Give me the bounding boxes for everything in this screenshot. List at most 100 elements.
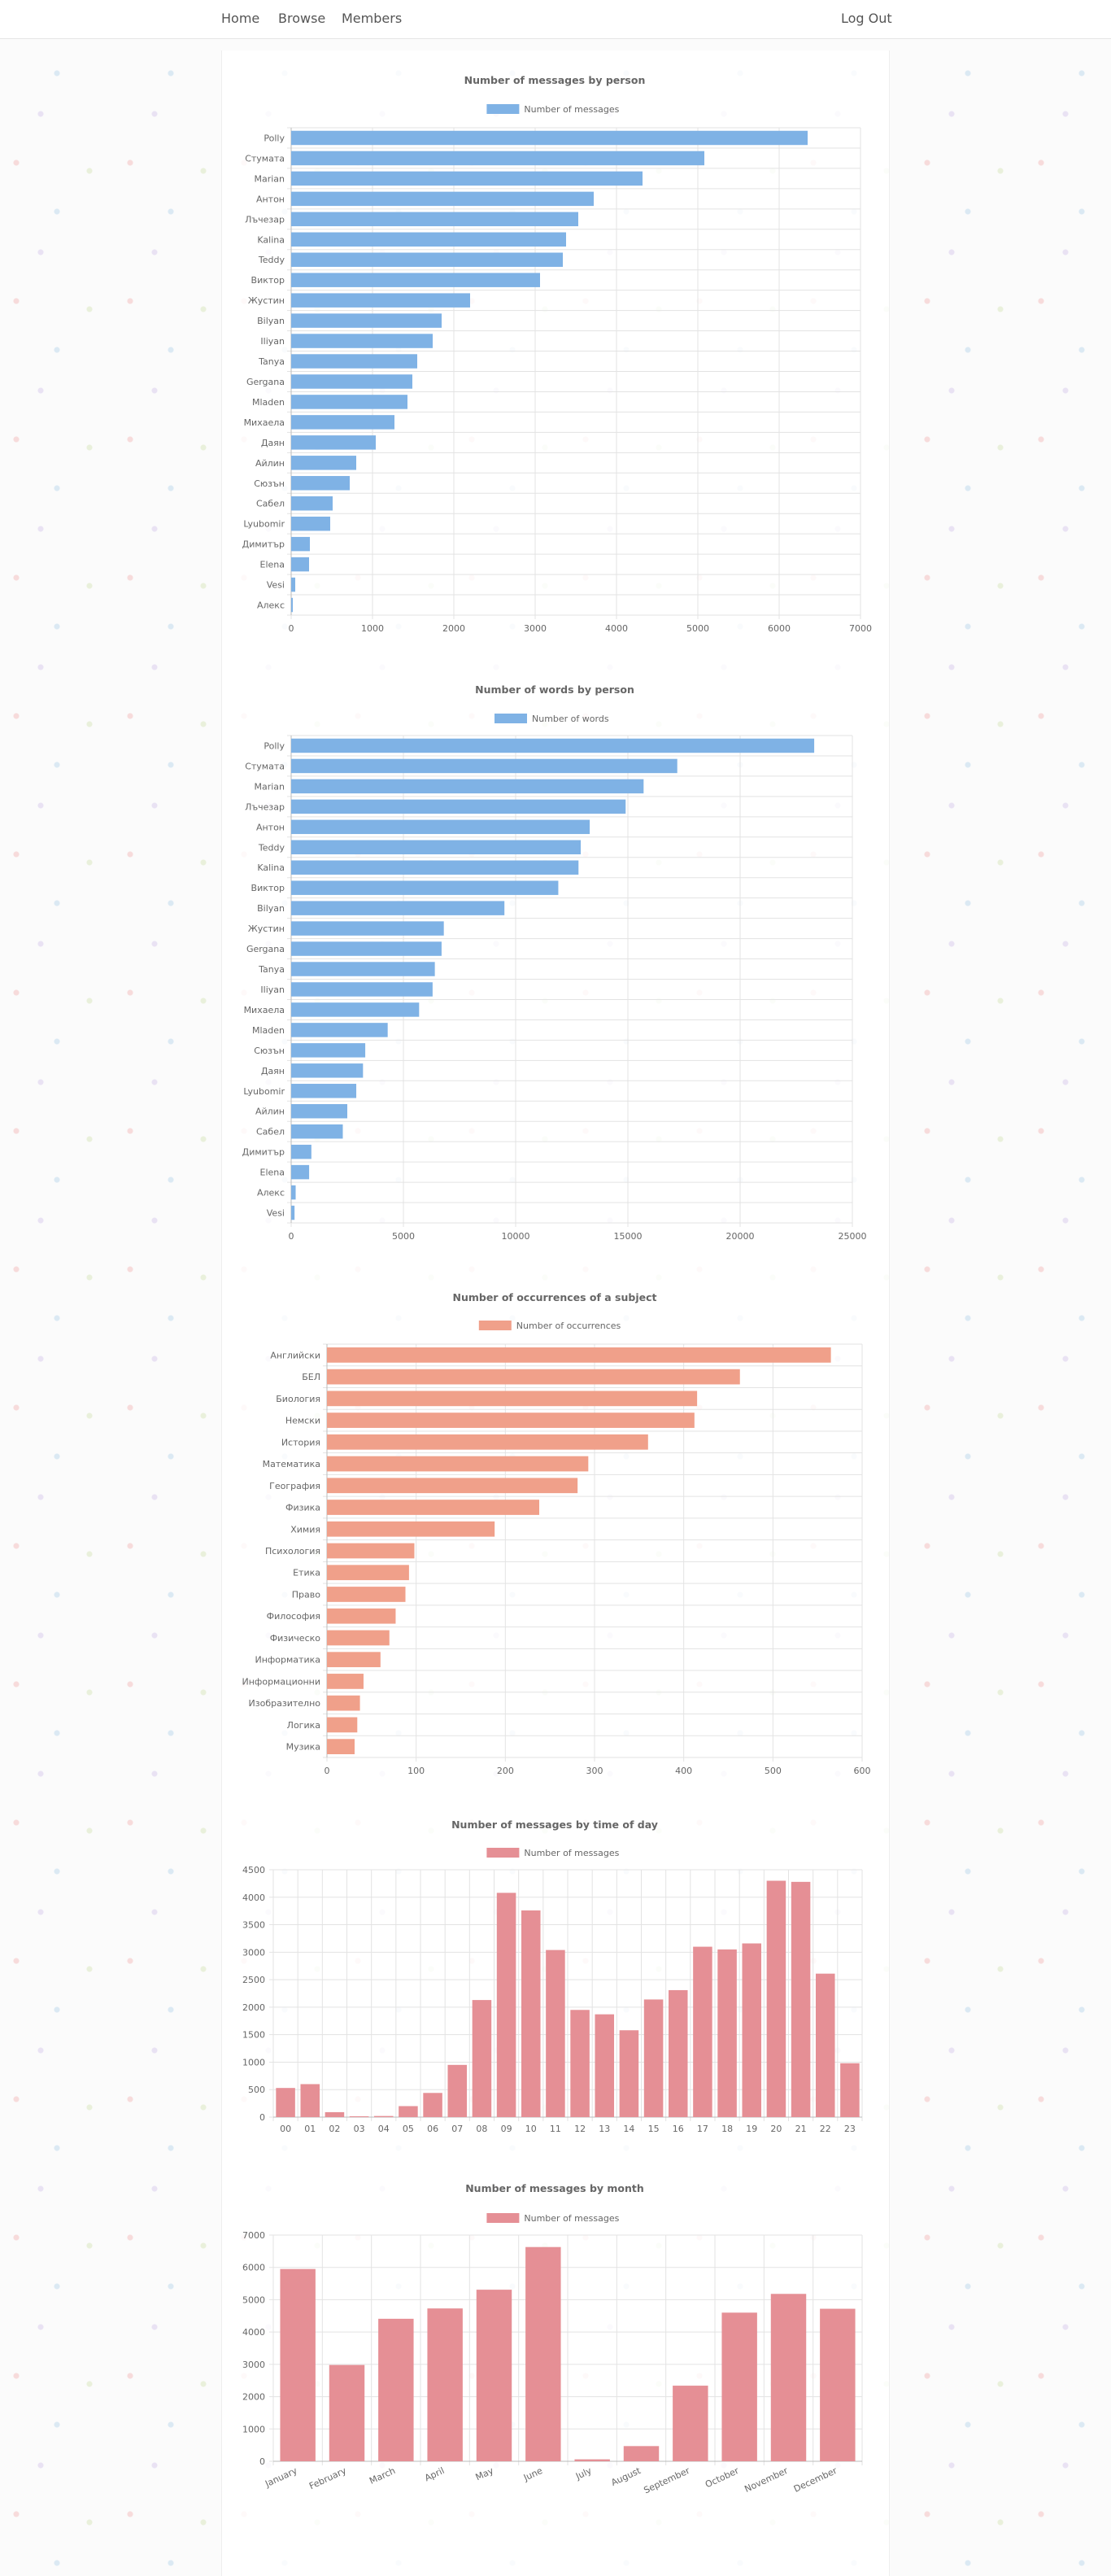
x-tick-label: 300 <box>586 1766 603 1776</box>
bar <box>327 1369 740 1385</box>
bar <box>291 1164 310 1180</box>
y-tick-label: Димитър <box>242 1147 285 1158</box>
x-tick-label: October <box>704 2465 741 2491</box>
x-tick-label: 7000 <box>849 623 872 634</box>
y-tick-label: Kalina <box>257 234 285 245</box>
x-tick-label: 19 <box>746 2124 757 2134</box>
y-tick-label: Жустин <box>248 923 285 934</box>
x-tick-label: 05 <box>403 2124 414 2134</box>
y-tick-label: Немски <box>285 1416 320 1426</box>
bar <box>291 597 293 613</box>
x-tick-label: 12 <box>574 2124 586 2134</box>
bar <box>291 557 309 572</box>
x-tick-label: 03 <box>354 2124 365 2134</box>
y-tick-label: Димитър <box>242 539 285 550</box>
chart-title: Number of messages by time of day <box>451 1818 658 1831</box>
y-tick-label: История <box>281 1437 320 1447</box>
bar <box>327 1587 406 1602</box>
legend-label: Number of occurrences <box>516 1321 621 1331</box>
y-tick-label: Михаела <box>244 1005 285 1015</box>
x-tick-label: 1000 <box>361 623 384 634</box>
x-tick-label: 16 <box>673 2124 684 2134</box>
x-tick-label: 3000 <box>524 623 547 634</box>
bar <box>291 191 594 207</box>
bar <box>291 1063 364 1078</box>
nav-home-link[interactable]: Home <box>221 11 260 26</box>
bar <box>291 901 505 915</box>
x-tick-label: May <box>474 2465 496 2483</box>
y-tick-label: 2500 <box>242 1975 265 1985</box>
y-tick-label: Логика <box>287 1720 320 1731</box>
bar <box>291 738 815 753</box>
y-tick-label: Математика <box>263 1459 320 1469</box>
bar <box>329 2364 365 2461</box>
x-tick-label: 400 <box>675 1766 692 1776</box>
x-tick-label: 20000 <box>726 1231 755 1242</box>
y-tick-label: Polly <box>264 740 285 751</box>
chart-title: Number of messages by person <box>464 74 646 86</box>
y-tick-label: Teddy <box>258 842 285 853</box>
bar <box>291 171 643 186</box>
y-tick-label: Стумата <box>245 761 285 771</box>
y-tick-label: Даян <box>261 1066 285 1076</box>
x-tick-label: November <box>743 2465 790 2495</box>
x-tick-label: 5000 <box>392 1231 415 1242</box>
bar <box>327 1434 648 1450</box>
y-tick-label: Виктор <box>251 883 285 893</box>
y-tick-label: БЕЛ <box>302 1372 320 1382</box>
y-tick-label: Tanya <box>258 356 285 367</box>
bar <box>291 232 566 247</box>
bar <box>291 1185 296 1200</box>
x-tick-label: 02 <box>329 2124 340 2134</box>
nav-browse-link[interactable]: Browse <box>278 11 326 26</box>
y-tick-label: 3000 <box>242 2360 265 2370</box>
y-tick-label: 4000 <box>242 1893 265 1903</box>
bar <box>574 2459 610 2461</box>
y-tick-label: Даян <box>261 438 285 448</box>
nav-logout-link[interactable]: Log Out <box>841 11 892 26</box>
chart-title: Number of words by person <box>475 683 634 696</box>
x-tick-label: 500 <box>765 1766 782 1776</box>
bar <box>766 1880 786 2117</box>
y-tick-label: Сабел <box>256 1127 285 1137</box>
bar <box>373 2115 394 2117</box>
y-tick-label: Лъчезар <box>245 214 285 225</box>
y-tick-label: Tanya <box>258 964 285 975</box>
x-tick-label: 0 <box>325 1766 330 1776</box>
x-tick-label: April <box>423 2465 446 2483</box>
bar <box>291 496 333 511</box>
x-tick-label: 15 <box>648 2124 660 2134</box>
y-tick-label: Психология <box>265 1546 320 1557</box>
x-tick-label: 18 <box>721 2124 733 2134</box>
x-tick-label: 08 <box>476 2124 487 2134</box>
bar <box>496 1893 516 2117</box>
bar <box>643 1999 664 2117</box>
bar <box>291 151 704 166</box>
y-tick-label: Bilyan <box>257 316 285 326</box>
y-tick-label: 2000 <box>242 2392 265 2403</box>
bar <box>721 2312 757 2461</box>
bar <box>673 2386 708 2461</box>
x-tick-label: July <box>573 2465 594 2482</box>
y-tick-label: Mladen <box>252 397 285 408</box>
y-tick-label: Iliyan <box>260 985 285 995</box>
x-tick-label: 200 <box>497 1766 514 1776</box>
bar <box>291 476 350 491</box>
top-navbar: Home Browse Members Log Out <box>0 0 1111 39</box>
y-tick-label: Музика <box>286 1742 320 1753</box>
bar <box>619 2030 639 2117</box>
bar <box>291 819 590 835</box>
bar <box>423 2093 442 2117</box>
bar <box>327 1391 698 1407</box>
bar <box>291 1144 312 1159</box>
bar <box>327 1674 364 1689</box>
bar <box>327 1500 540 1515</box>
y-tick-label: Elena <box>260 1168 285 1178</box>
y-tick-label: Антон <box>256 194 285 204</box>
legend-swatch <box>478 1321 512 1330</box>
nav-members-link[interactable]: Members <box>342 11 403 26</box>
bar <box>521 1910 541 2117</box>
x-tick-label: 15000 <box>614 1231 643 1242</box>
bar <box>546 1949 565 2117</box>
bar <box>476 2290 512 2461</box>
